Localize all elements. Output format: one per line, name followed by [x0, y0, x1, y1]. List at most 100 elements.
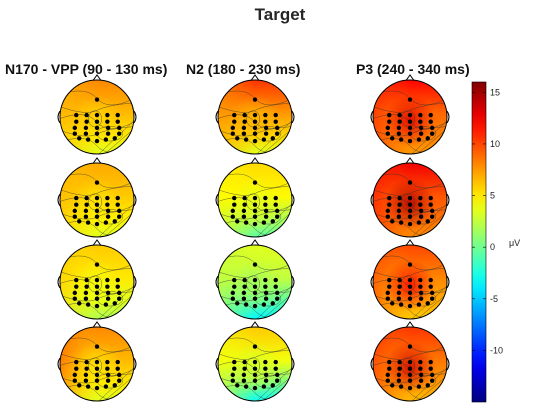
electrode-dot: [230, 214, 235, 219]
electrode-dot: [94, 359, 100, 365]
electrode-dot: [407, 208, 413, 214]
electrode-dot: [407, 202, 413, 207]
electrode-dot: [83, 214, 89, 219]
electrode-dot: [94, 385, 100, 391]
electrode-dot: [275, 208, 280, 214]
electrode-dot: [407, 112, 413, 118]
electrode-dot: [105, 296, 111, 301]
electrode-dot: [407, 180, 413, 185]
electrode-dot: [85, 137, 91, 142]
electrode-dot: [396, 296, 402, 301]
electrode-dot: [263, 214, 269, 219]
electrode-dot: [425, 219, 430, 224]
electrode-dot: [396, 378, 402, 383]
electrode-dot: [83, 372, 89, 378]
electrode-dot: [428, 119, 433, 124]
electrode-dot: [428, 284, 433, 289]
electrode-dot: [252, 125, 258, 131]
electrode-dot: [407, 284, 413, 289]
electrode-dot: [105, 277, 110, 283]
electrode-dot: [77, 136, 82, 141]
electrode-dot: [117, 296, 122, 301]
electrode-dot: [396, 214, 402, 219]
electrode-dot: [235, 136, 240, 141]
electrode-dot: [263, 296, 269, 301]
electrode-dot: [252, 195, 258, 201]
electrode-dot: [83, 296, 89, 301]
electrode-dot: [273, 112, 278, 118]
electrode-dot: [252, 290, 258, 296]
electrode-dot: [85, 384, 91, 389]
electrode-dot: [418, 119, 423, 124]
electrode-dot: [94, 296, 100, 301]
electrode-dot: [430, 372, 435, 378]
topoplot-1-1: [215, 157, 295, 238]
electrode-dot: [94, 97, 100, 102]
electrode-dot: [273, 366, 278, 371]
electrode-dot: [275, 131, 280, 136]
electrode-dot: [430, 378, 435, 383]
electrode-dot: [418, 366, 423, 371]
electrode-dot: [103, 302, 109, 307]
topoplot-0-0: [57, 74, 137, 155]
electrode-dot: [270, 136, 275, 141]
topoplot-0-2: [57, 239, 137, 320]
colorbar-tick-label: 5: [490, 191, 495, 201]
electrode-dot: [275, 290, 280, 296]
electrode-dot: [83, 378, 89, 383]
electrode-dot: [94, 180, 100, 185]
electrode-dot: [241, 372, 247, 378]
electrode-dot: [390, 383, 395, 388]
electrode-dot: [428, 277, 433, 283]
colorbar-tick-label: 0: [490, 242, 495, 252]
electrode-dot: [397, 202, 402, 207]
electrode-dot: [252, 359, 258, 365]
electrode-dot: [261, 302, 267, 307]
electrode-dot: [252, 119, 258, 124]
electrode-dot: [275, 125, 280, 131]
electrode-dot: [252, 214, 258, 219]
electrode-dot: [263, 195, 268, 201]
electrode-dot: [252, 262, 258, 267]
electrode-dot: [241, 131, 247, 136]
electrode-dot: [230, 208, 235, 214]
electrode-dot: [387, 195, 392, 201]
electrode-dot: [230, 378, 235, 383]
electrode-dot: [105, 112, 110, 118]
electrode-dot: [94, 344, 100, 349]
electrode-dot: [407, 366, 413, 371]
electrode-dot: [241, 296, 247, 301]
electrode-dot: [407, 378, 413, 383]
electrode-dot: [112, 136, 117, 141]
electrode-dot: [252, 277, 258, 283]
electrode-dot: [117, 131, 122, 136]
electrode-dot: [407, 372, 413, 378]
electrode-dot: [430, 296, 435, 301]
electrode-dot: [430, 131, 435, 136]
electrode-dot: [263, 119, 268, 124]
electrode-dot: [242, 366, 247, 371]
electrode-dot: [83, 290, 89, 296]
electrode-dot: [230, 125, 235, 131]
electrode-dot: [252, 180, 258, 185]
electrode-dot: [263, 208, 269, 214]
electrode-dot: [252, 303, 258, 309]
electrode-dot: [74, 284, 79, 289]
electrode-dot: [105, 372, 111, 378]
electrode-dot: [387, 284, 392, 289]
electrode-dot: [407, 296, 413, 301]
electrode-dot: [396, 372, 402, 378]
electrode-dot: [263, 112, 268, 118]
electrode-dot: [94, 277, 100, 283]
electrode-dot: [105, 119, 110, 124]
electrode-dot: [115, 112, 120, 118]
electrode-dot: [105, 208, 111, 214]
colorbar: [471, 81, 487, 403]
electrode-dot: [105, 378, 111, 383]
electrode-dot: [105, 125, 111, 131]
electrode-dot: [72, 290, 78, 296]
electrode-dot: [105, 290, 111, 296]
electrode-dot: [407, 344, 413, 349]
electrode-dot: [252, 372, 258, 378]
electrode-dot: [407, 290, 413, 296]
